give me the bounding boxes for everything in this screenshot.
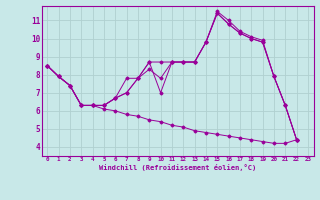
X-axis label: Windchill (Refroidissement éolien,°C): Windchill (Refroidissement éolien,°C) — [99, 164, 256, 171]
